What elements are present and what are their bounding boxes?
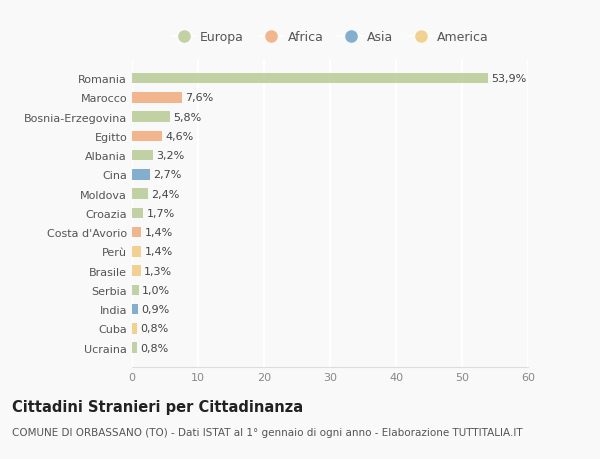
Text: 3,2%: 3,2% [157,151,185,161]
Bar [132,73,488,84]
Text: 0,8%: 0,8% [140,324,169,334]
Text: 2,4%: 2,4% [151,189,179,199]
Bar [132,151,153,161]
Bar [132,285,139,296]
Bar [132,324,137,334]
Bar [132,343,137,353]
Text: 1,4%: 1,4% [145,247,173,257]
Text: 7,6%: 7,6% [185,93,214,103]
Text: 4,6%: 4,6% [166,132,194,141]
Text: 0,8%: 0,8% [140,343,169,353]
Bar [132,227,141,238]
Bar [132,131,163,142]
Bar [132,93,182,103]
Text: 2,7%: 2,7% [153,170,181,180]
Text: 1,4%: 1,4% [145,228,173,238]
Text: 0,9%: 0,9% [141,304,169,314]
Bar [132,112,170,123]
Legend: Europa, Africa, Asia, America: Europa, Africa, Asia, America [166,26,494,49]
Text: COMUNE DI ORBASSANO (TO) - Dati ISTAT al 1° gennaio di ogni anno - Elaborazione : COMUNE DI ORBASSANO (TO) - Dati ISTAT al… [12,427,523,437]
Text: 53,9%: 53,9% [491,74,526,84]
Text: 1,7%: 1,7% [146,208,175,218]
Text: 1,0%: 1,0% [142,285,170,295]
Bar [132,246,141,257]
Text: Cittadini Stranieri per Cittadinanza: Cittadini Stranieri per Cittadinanza [12,399,303,414]
Bar [132,304,138,315]
Text: 5,8%: 5,8% [173,112,202,123]
Bar [132,208,143,219]
Bar [132,266,140,276]
Bar [132,170,150,180]
Bar [132,189,148,200]
Text: 1,3%: 1,3% [144,266,172,276]
